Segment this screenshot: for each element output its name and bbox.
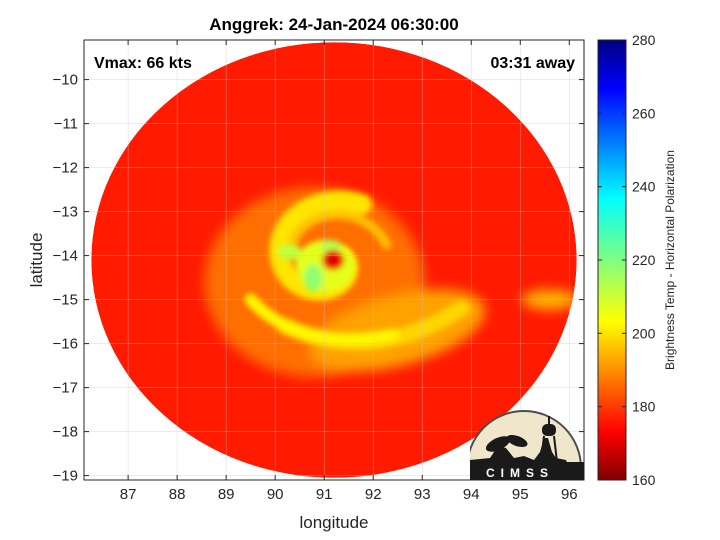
x-tick-label: 89 <box>218 486 235 503</box>
y-tick-label: −13 <box>53 204 78 221</box>
colorbar-tick-label: 280 <box>632 32 656 48</box>
radar-dish-icon <box>506 434 528 448</box>
vmax-annotation: Vmax: 66 kts <box>94 55 192 72</box>
water-tower-icon <box>542 424 556 436</box>
radar-dish-icon <box>485 436 511 452</box>
x-tick-label: 94 <box>463 486 480 503</box>
y-tick-label: −17 <box>53 380 78 397</box>
x-tick-label: 90 <box>267 486 284 503</box>
logo-text: CIMSS <box>486 466 554 480</box>
brightness-temperature-swath <box>91 42 577 478</box>
y-tick-label: −16 <box>53 336 78 353</box>
colorbar <box>597 39 627 481</box>
colorbar-label: Brightness Temp - Horizontal Polarizatio… <box>663 150 677 370</box>
y-tick-label: −18 <box>53 424 78 441</box>
colorbar-tick-label: 200 <box>632 325 656 341</box>
colorbar-tick-label: 220 <box>632 252 656 268</box>
y-tick-label: −19 <box>53 468 78 485</box>
cimss-logo: CIMSS <box>470 410 584 480</box>
y-axis-label: latitude <box>27 233 46 288</box>
colorbar-ticks: 280 260 240 220 200 180 160 <box>598 32 656 488</box>
x-tick-label: 91 <box>316 486 333 503</box>
chart-title: Anggrek: 24-Jan-2024 06:30:00 <box>209 15 458 34</box>
storm-eye <box>322 250 345 270</box>
colorbar-tick-label: 180 <box>632 399 656 415</box>
time-away-annotation: 03:31 away <box>490 55 575 72</box>
y-tick-label: −14 <box>53 248 78 265</box>
swath-disc <box>91 42 577 478</box>
eyewall <box>277 240 356 292</box>
colorbar-tick-label: 160 <box>632 472 656 488</box>
x-tick-label: 96 <box>561 486 578 503</box>
axis-ticks: 87 88 89 90 91 92 93 94 95 96 −10 −11 −12 −13 −14 −15 −1… <box>53 40 584 503</box>
x-tick-label: 87 <box>120 486 137 503</box>
y-tick-label: −10 <box>53 72 78 89</box>
x-tick-label: 88 <box>169 486 186 503</box>
x-tick-label: 92 <box>365 486 382 503</box>
x-tick-label: 95 <box>512 486 529 503</box>
colorbar-tick-label: 240 <box>632 179 656 195</box>
x-tick-label: 93 <box>414 486 431 503</box>
y-tick-label: −11 <box>54 116 78 133</box>
axes-box <box>83 39 585 481</box>
x-axis-label: longitude <box>299 513 368 532</box>
y-tick-label: −15 <box>53 292 78 309</box>
colorbar-tick-label: 260 <box>632 105 656 121</box>
y-tick-label: −12 <box>53 160 78 177</box>
